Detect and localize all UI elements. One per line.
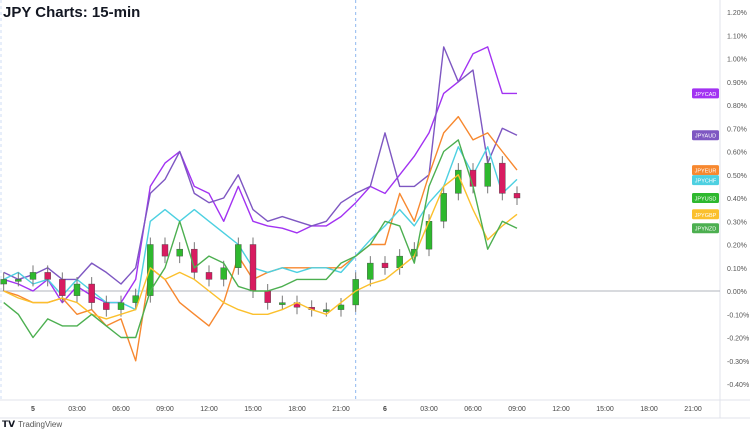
y-tick-label: 0.80%: [727, 103, 747, 110]
x-tick-label: 18:00: [288, 406, 306, 413]
series-line-jpychf: [3, 146, 518, 311]
y-tick-label: 0.90%: [727, 80, 747, 87]
series-line-jpycad: [3, 46, 517, 304]
candle-jpyusd: [103, 302, 110, 310]
x-tick-label: 06:00: [112, 406, 130, 413]
x-tick-label: 18:00: [640, 406, 658, 413]
candle-jpyusd: [88, 283, 95, 303]
legend-label: JPYEUR: [695, 169, 717, 175]
candle-jpyusd: [264, 290, 271, 303]
legend-badge-jpycad: [692, 88, 719, 99]
x-tick-label: 15:00: [244, 406, 262, 413]
y-tick-label: 0.00%: [727, 289, 747, 296]
y-tick-label: -0.30%: [727, 359, 749, 366]
legend-badge-jpyeur: [692, 165, 719, 176]
y-tick-label: 0.40%: [727, 196, 747, 203]
x-tick-label: 09:00: [156, 406, 174, 413]
x-tick-label: 21:00: [684, 406, 702, 413]
x-tick-label: 15:00: [596, 406, 614, 413]
candle-jpyusd: [59, 279, 66, 296]
y-tick-label: 0.10%: [727, 266, 747, 273]
candle-jpyusd: [440, 193, 447, 222]
candle-jpyusd: [235, 244, 242, 268]
x-tick-label: 09:00: [508, 406, 526, 413]
x-tick-label: 03:00: [68, 406, 86, 413]
candle-jpyusd: [513, 193, 521, 199]
legend-label: JPYCAD: [695, 92, 717, 98]
candle-jpyusd: [249, 244, 257, 292]
candle-jpyusd: [367, 262, 374, 280]
legend-badge-jpychf: [692, 175, 719, 186]
candle-jpyusd: [15, 279, 22, 282]
y-tick-label: 0.70%: [727, 126, 747, 133]
candle-jpyusd: [29, 272, 37, 280]
tradingview-logo[interactable]: 𝗧𝗩 TradingView: [2, 419, 62, 430]
x-tick-label: 21:00: [332, 406, 350, 413]
series-line-jpygbp: [3, 174, 518, 320]
candle-jpyusd: [44, 272, 51, 280]
x-tick-label: 5: [31, 406, 35, 413]
candle-jpyusd: [73, 283, 81, 296]
candle-jpyusd: [220, 267, 227, 280]
y-tick-label: 0.30%: [727, 219, 747, 226]
y-tick-label: -0.20%: [727, 336, 749, 343]
candle-jpyusd: [484, 162, 491, 187]
candle-jpyusd: [499, 162, 506, 194]
candle-jpyusd: [161, 244, 169, 257]
candle-jpyusd: [205, 272, 213, 280]
y-tick-label: 1.20%: [727, 10, 747, 17]
candle-jpyusd: [381, 262, 389, 268]
candle-jpyusd: [323, 309, 330, 312]
legend-label: JPYGBP: [695, 213, 717, 219]
legend-badge-jpygbp: [692, 209, 719, 220]
candle-jpyusd: [191, 248, 198, 273]
y-tick-label: 0.50%: [727, 173, 747, 180]
x-tick-label: 12:00: [200, 406, 218, 413]
logo-text: TradingView: [18, 420, 63, 429]
legend-label: JPYCHF: [695, 179, 717, 185]
series-line-jpynzd: [3, 139, 518, 339]
legend-label: JPYNZD: [695, 227, 716, 233]
y-tick-label: -0.10%: [727, 312, 749, 319]
x-tick-label: 6: [383, 406, 387, 413]
x-tick-label: 12:00: [552, 406, 570, 413]
legend-badge-jpyaud: [692, 130, 719, 141]
legend-label: JPYUSD: [695, 197, 717, 203]
candle-jpyusd: [455, 169, 462, 194]
series-line-jpyeur: [3, 115, 518, 362]
candle-jpyusd: [337, 304, 345, 310]
candle-jpyusd: [176, 248, 183, 257]
y-tick-label: 0.60%: [727, 150, 747, 157]
candle-jpyusd: [117, 302, 125, 310]
legend-label: JPYAUD: [695, 134, 716, 140]
candle-jpyusd: [279, 302, 286, 305]
y-tick-label: 0.20%: [727, 243, 747, 250]
y-tick-label: 1.10%: [727, 33, 747, 40]
y-tick-label: 1.00%: [727, 57, 747, 64]
x-tick-label: 03:00: [420, 406, 438, 413]
chart-title: JPY Charts: 15-min: [3, 4, 141, 21]
tradingview-logo-icon: 𝗧𝗩: [2, 419, 16, 429]
y-tick-label: -0.40%: [727, 382, 749, 389]
series-line-jpyaud: [3, 46, 518, 285]
legend-badge-jpyusd: [692, 193, 719, 203]
candle-jpyusd: [352, 279, 359, 306]
legend-badge-jpynzd: [692, 223, 719, 234]
x-tick-label: 06:00: [464, 406, 482, 413]
candle-jpyusd: [0, 279, 7, 285]
